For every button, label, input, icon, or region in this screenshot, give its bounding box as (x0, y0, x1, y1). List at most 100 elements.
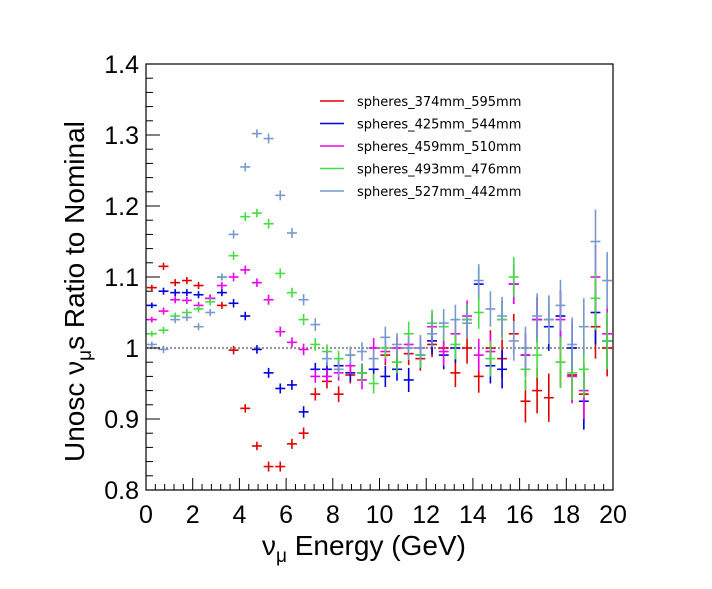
data-point (193, 281, 204, 290)
data-point (438, 337, 449, 366)
y-axis-title-rest: s Ratio to Nominal (59, 121, 90, 350)
data-point (263, 461, 274, 472)
data-point (158, 262, 169, 270)
data-point (543, 295, 554, 344)
data-point (403, 335, 414, 361)
data-point (392, 333, 402, 356)
data-point (415, 335, 426, 361)
data-point (310, 370, 321, 383)
legend-label: spheres_527mm_442mm (357, 185, 521, 200)
y-axis-title-pre: Unosc ν (59, 361, 90, 462)
x-tick-label: 12 (412, 501, 440, 529)
data-point (485, 291, 496, 327)
data-point (357, 342, 367, 361)
data-point (438, 308, 449, 338)
data-point (146, 316, 157, 323)
data-point (240, 162, 251, 172)
data-point (462, 307, 473, 339)
data-point (146, 330, 157, 337)
data-point (170, 296, 181, 304)
data-point (205, 308, 216, 317)
data-point (286, 337, 297, 348)
data-point (158, 326, 169, 334)
data-point (240, 404, 251, 413)
legend-entry: spheres_493mm_476mm (320, 163, 521, 178)
y-tick-label: 0.8 (104, 477, 139, 505)
data-point (228, 345, 239, 355)
data-point (298, 343, 309, 356)
data-point (286, 287, 297, 298)
data-point (298, 406, 309, 418)
data-point (578, 298, 589, 356)
data-point (380, 365, 391, 388)
data-point (333, 386, 344, 402)
x-tick-label: 18 (552, 501, 580, 529)
data-point (520, 326, 531, 370)
y-tick-label: 1.2 (104, 193, 139, 221)
data-point (158, 345, 169, 353)
x-axis-title-nu: ν (262, 530, 276, 561)
legend-entry: spheres_459mm_510mm (320, 140, 521, 155)
data-point (567, 317, 578, 372)
y-tick-label: 1.4 (104, 51, 139, 79)
data-point (146, 341, 157, 348)
data-point (181, 277, 192, 285)
data-point (263, 133, 274, 144)
series-spheres_374mm_595mm (146, 262, 613, 472)
data-point (286, 379, 297, 390)
data-point (310, 318, 321, 331)
data-point (251, 441, 262, 451)
data-point (263, 294, 274, 305)
data-point (193, 323, 204, 331)
data-point (322, 369, 332, 384)
x-tick-label: 6 (279, 501, 293, 529)
data-point (181, 313, 192, 322)
data-point (532, 332, 543, 378)
data-point (216, 289, 227, 297)
data-point (275, 326, 286, 337)
data-point (158, 307, 169, 315)
x-tick-label: 4 (232, 501, 246, 529)
data-point (205, 298, 216, 306)
legend-label: spheres_374mm_595mm (357, 95, 521, 110)
data-point (532, 293, 543, 339)
series-spheres_527mm_442mm (146, 129, 613, 378)
data-point (473, 296, 484, 329)
data-point (275, 268, 286, 279)
data-point (240, 212, 251, 221)
x-axis-title: νμ Energy (GeV) (262, 530, 466, 567)
data-point (590, 266, 601, 331)
data-point (263, 367, 274, 378)
x-tick-label: 20 (599, 501, 627, 529)
data-point (298, 427, 309, 439)
x-tick-label: 16 (506, 501, 534, 529)
data-point (146, 284, 157, 291)
legend-label: spheres_425mm_544mm (357, 118, 521, 133)
data-point (240, 311, 251, 321)
y-axis: 0.8 0.9 1 1.1 1.2 1.3 1.4 (104, 51, 160, 505)
series-spheres_493mm_476mm (146, 208, 613, 400)
data-point (450, 358, 461, 388)
data-point (170, 316, 181, 324)
data-point (310, 387, 321, 401)
y-tick-label: 1.3 (104, 122, 139, 150)
data-point (216, 273, 227, 281)
data-point (193, 291, 204, 299)
data-point (216, 281, 227, 290)
data-point (275, 190, 286, 201)
data-point (590, 209, 601, 274)
data-point (240, 265, 251, 275)
data-point (228, 251, 239, 260)
data-point (193, 305, 204, 313)
data-point (543, 373, 554, 422)
data-point (286, 438, 297, 449)
y-axis-title: Unosc νμs Ratio to Nominal (59, 121, 96, 462)
data-point (251, 345, 262, 354)
data-point (158, 287, 169, 295)
x-axis-title-rest: Energy (GeV) (287, 530, 466, 561)
y-tick-label: 0.9 (104, 406, 139, 434)
data-point (380, 326, 391, 348)
data-point (275, 383, 286, 394)
data-point (602, 252, 613, 309)
